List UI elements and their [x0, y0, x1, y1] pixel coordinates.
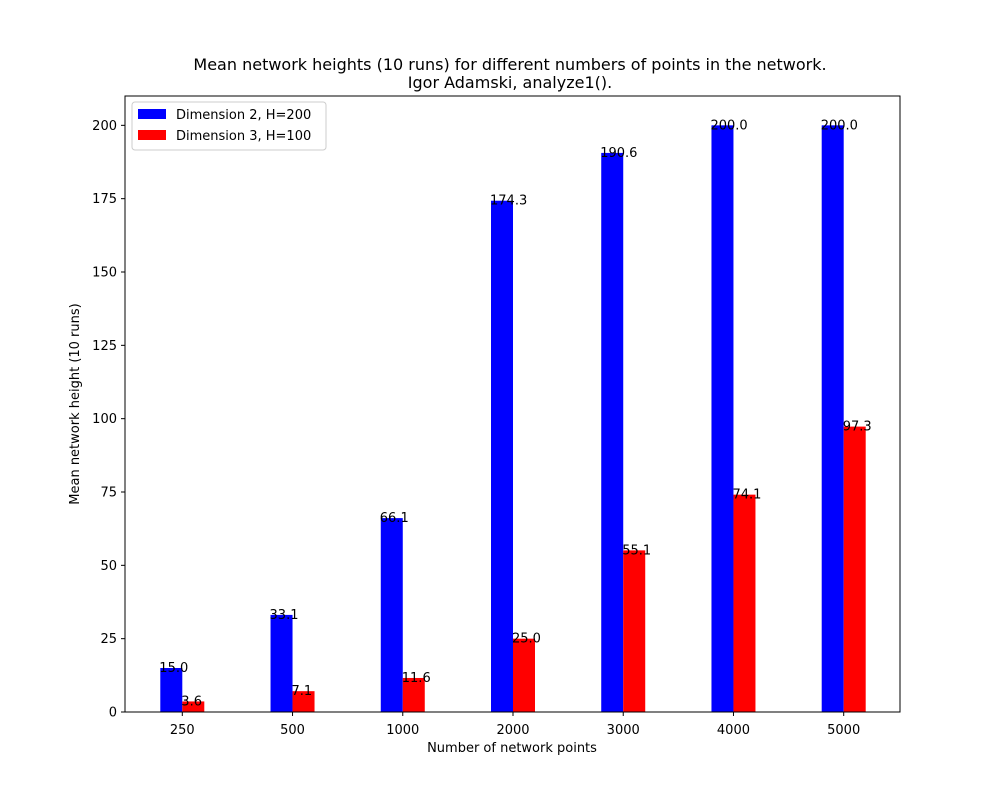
- bar-series-1: [491, 200, 513, 712]
- x-tick-label: 1000: [386, 723, 419, 738]
- bar-value-label: 55.1: [622, 543, 651, 558]
- chart-subtitle: Igor Adamski, analyze1().: [408, 73, 612, 92]
- y-tick-label: 50: [100, 559, 117, 574]
- bar-value-label: 3.6: [181, 694, 202, 709]
- y-tick-label: 100: [92, 412, 117, 427]
- bar-series-1: [160, 668, 183, 712]
- bar-series-1: [270, 614, 293, 712]
- bar-value-label: 11.6: [402, 671, 431, 686]
- x-tick-label: 4000: [717, 723, 750, 738]
- legend-swatch-dimension-3: [138, 130, 166, 140]
- legend-swatch-dimension-2: [138, 109, 166, 119]
- bar-value-label: 174.3: [490, 194, 527, 209]
- bar-series-2: [182, 701, 205, 712]
- bar-series-2: [513, 638, 535, 712]
- y-tick-label: 150: [92, 266, 117, 281]
- bar-series-2: [402, 677, 425, 712]
- chart-title: Mean network heights (10 runs) for diffe…: [193, 55, 826, 74]
- bar-value-label: 33.1: [270, 608, 299, 623]
- bar-series-1: [711, 125, 734, 713]
- y-tick-label: 25: [100, 632, 117, 647]
- y-axis-label: Mean network height (10 runs): [68, 303, 83, 504]
- x-axis-label: Number of network points: [427, 741, 597, 756]
- legend-label-dimension-3: Dimension 3, H=100: [176, 129, 311, 144]
- y-tick-label: 75: [100, 486, 117, 501]
- bar-value-label: 74.1: [732, 488, 761, 503]
- plot-frame: [124, 95, 901, 713]
- bar-value-label: 7.1: [292, 684, 313, 699]
- legend: Dimension 2, H=200 Dimension 3, H=100: [131, 101, 327, 151]
- plot-area: 0 25 50 75 100 125 150 175 200 15.0 3.6 250 33.1 7.1 5…: [92, 118, 871, 738]
- y-tick-label: 200: [92, 119, 117, 134]
- bar-value-label: 25.0: [512, 632, 541, 647]
- bar-series-1: [821, 125, 844, 713]
- x-tick-label: 500: [280, 723, 305, 738]
- bar-value-label: 66.1: [380, 511, 409, 526]
- y-tick-label: 125: [92, 339, 117, 354]
- legend-label-dimension-2: Dimension 2, H=200: [176, 108, 311, 123]
- x-tick-label: 5000: [827, 723, 860, 738]
- bar-value-label: 97.3: [843, 420, 872, 435]
- bar-series-2: [292, 691, 315, 712]
- bar-series-2: [843, 426, 866, 712]
- bar-series-2: [623, 550, 646, 712]
- bar-value-label: 15.0: [159, 661, 188, 676]
- bar-series-2: [733, 494, 756, 712]
- bar-value-label: 200.0: [821, 118, 858, 133]
- x-tick-label: 3000: [607, 723, 640, 738]
- bar-value-label: 190.6: [600, 146, 637, 161]
- x-tick-label: 2000: [496, 723, 529, 738]
- bar-value-label: 200.0: [710, 118, 747, 133]
- bar-series-1: [601, 152, 624, 712]
- y-tick-label: 0: [109, 706, 117, 721]
- y-tick-label: 175: [92, 192, 117, 207]
- bar-series-1: [380, 518, 403, 712]
- x-tick-label: 250: [170, 723, 195, 738]
- legend-box: [131, 101, 327, 151]
